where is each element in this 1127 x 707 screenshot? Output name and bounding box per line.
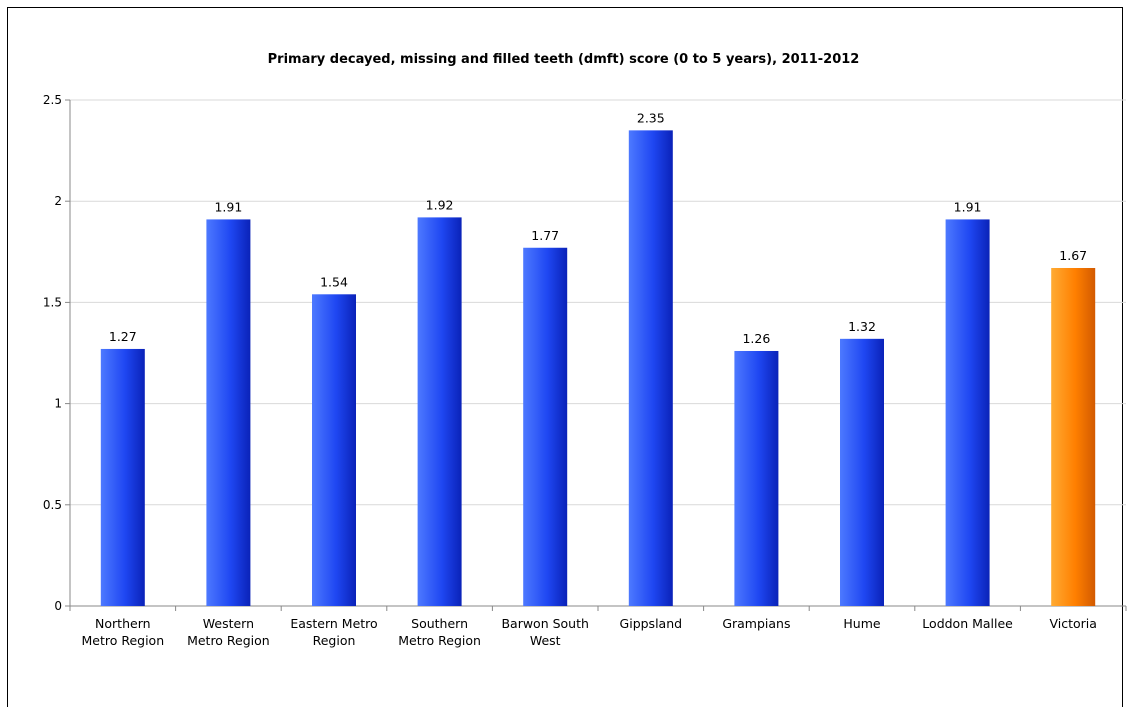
data-label: 1.77 — [531, 228, 559, 243]
data-label: 2.35 — [637, 110, 665, 125]
x-tick-label: Victoria — [1049, 616, 1096, 631]
x-tick-label: Eastern Metro — [290, 616, 377, 631]
data-label: 1.67 — [1059, 248, 1087, 263]
x-tick-label: Southern — [411, 616, 468, 631]
bar — [628, 130, 673, 607]
y-tick-label: 1 — [54, 397, 62, 411]
bar — [100, 348, 145, 606]
bar — [417, 217, 462, 606]
bar — [206, 219, 251, 606]
x-tick-label: Metro Region — [81, 633, 164, 648]
data-label: 1.91 — [954, 199, 982, 214]
bar — [312, 294, 356, 606]
chart-title: Primary decayed, missing and filled teet… — [267, 52, 860, 67]
data-label: 1.54 — [320, 274, 348, 289]
x-tick-label: Hume — [843, 616, 880, 631]
y-tick-label: 0 — [54, 599, 62, 613]
x-tick-label: Metro Region — [398, 633, 481, 648]
bar — [523, 247, 568, 606]
x-tick-label: Grampians — [722, 616, 790, 631]
y-tick-label: 2 — [54, 194, 62, 208]
bar — [945, 219, 990, 606]
bar — [734, 350, 779, 606]
data-label: 1.91 — [214, 199, 242, 214]
x-tick-label: Loddon Mallee — [922, 616, 1013, 631]
x-tick-label: Gippsland — [620, 616, 683, 631]
data-label: 1.32 — [848, 319, 876, 334]
bars — [100, 130, 1096, 607]
data-label: 1.27 — [109, 329, 137, 344]
y-tick-label: 2.5 — [43, 93, 62, 107]
bar — [1051, 267, 1096, 606]
data-label: 1.26 — [742, 331, 770, 346]
x-tick-label: Barwon South — [501, 616, 588, 631]
x-tick-label: Region — [313, 633, 356, 648]
x-tick-label: Northern — [95, 616, 151, 631]
x-tick-label: West — [530, 633, 561, 648]
y-tick-label: 0.5 — [43, 498, 62, 512]
x-tick-label: Western — [203, 616, 254, 631]
data-label: 1.92 — [426, 197, 454, 212]
labels: 0 0.5 1 1.5 2 2.5 1.27 Northern Metro Region 1.91… — [43, 93, 1097, 648]
y-tick-label: 1.5 — [43, 295, 62, 309]
x-tick-label: Metro Region — [187, 633, 270, 648]
bar — [840, 338, 884, 606]
